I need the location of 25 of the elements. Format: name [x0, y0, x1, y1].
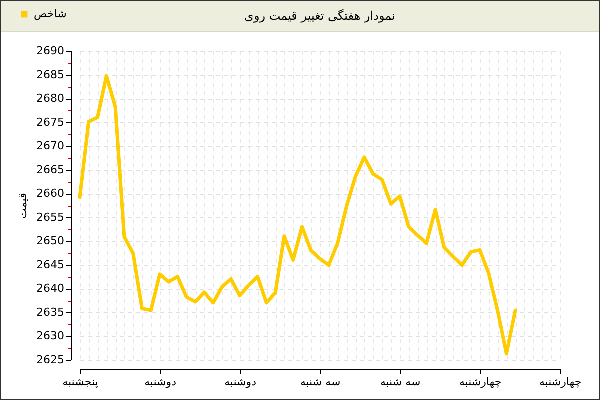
y-tick-label: 2640 [36, 282, 64, 296]
x-tick-label: دوشنبه [224, 376, 257, 388]
line-series [78, 74, 518, 356]
y-tick-label: 2630 [36, 330, 64, 343]
y-tick-label: 2675 [36, 116, 64, 129]
y-tick-label: 2625 [36, 354, 64, 366]
y-tick-label: 2670 [36, 140, 64, 153]
legend-label: شاخص [34, 8, 67, 20]
x-tick-label: سه شنبه [380, 376, 421, 388]
x-tick-label: چهارشنبه [539, 376, 582, 388]
y-tick-label: 2685 [36, 68, 64, 82]
y-tick-label: 2680 [36, 92, 64, 106]
y-tick-label: 2650 [36, 234, 64, 248]
x-tick-label: چهارشنبه [459, 376, 502, 388]
x-tick-label: پنجشنبه [62, 376, 98, 388]
y-tick-label: 2665 [36, 163, 64, 176]
y-tick-label: 2655 [36, 210, 64, 224]
x-tick-label: سه شنبه [300, 376, 341, 388]
x-tick-label: دوشنبه [144, 376, 177, 388]
y-tick-label: 2660 [36, 187, 64, 200]
y-tick-label: 2690 [36, 44, 64, 58]
chart-title: نمودار هفتگی تغییر قیمت روی [244, 9, 396, 23]
y-tick-label: 2635 [36, 306, 64, 319]
y-tick-label: 2645 [36, 258, 64, 272]
y-axis-title: قیمت [16, 193, 30, 219]
